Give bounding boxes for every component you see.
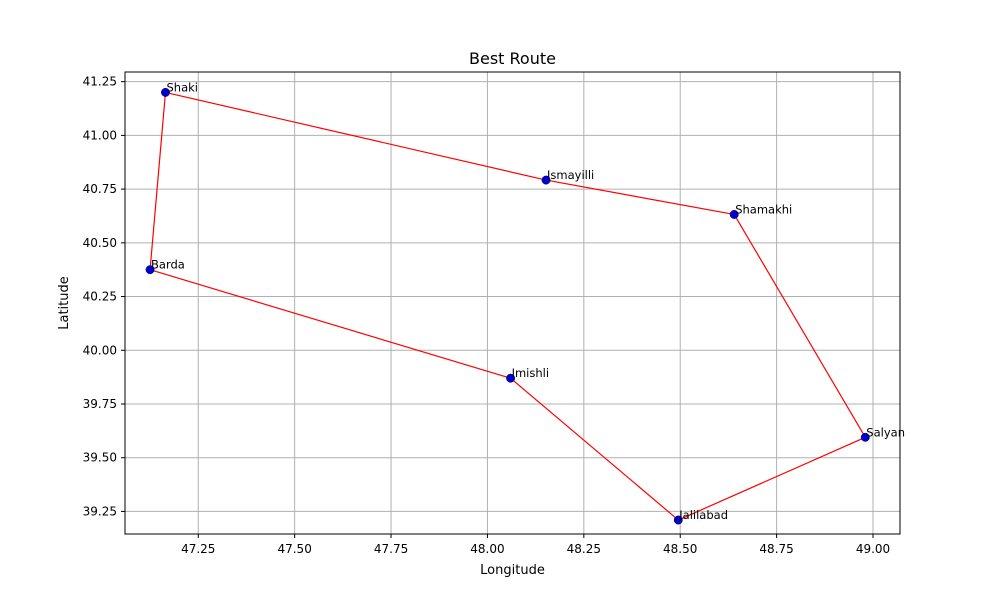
- y-tick-label: 41.25: [83, 75, 117, 89]
- x-axis-label: Longitude: [480, 563, 545, 578]
- route-segment: [510, 377, 679, 521]
- x-tick-label: 47.25: [181, 542, 215, 556]
- point-label: Jalilabad: [678, 508, 728, 522]
- y-tick-label: 39.75: [83, 397, 117, 411]
- x-tick-label: 47.50: [277, 542, 311, 556]
- y-tick-label: 40.50: [83, 236, 117, 250]
- x-tick-label: 49.00: [856, 542, 890, 556]
- y-tick-label: 40.75: [83, 182, 117, 196]
- x-tick-label: 48.50: [663, 542, 697, 556]
- route-point: [506, 373, 516, 383]
- route-point: [145, 265, 155, 275]
- route-segment: [165, 91, 547, 181]
- point-label: Shaki: [166, 80, 198, 94]
- point-labels: Shaki Ismayilli Shamakhi Salyan Jalilabad Imi…: [151, 80, 905, 522]
- route-points: [145, 87, 870, 525]
- route-segment: [149, 269, 511, 379]
- point-label: Shamakhi: [735, 202, 792, 216]
- route-segment: [678, 436, 866, 521]
- grid: [125, 72, 900, 534]
- route-segment: [545, 179, 735, 216]
- point-label: Barda: [151, 258, 185, 272]
- route-point: [729, 210, 739, 219]
- route-segment: [149, 92, 167, 270]
- point-label: Salyan: [866, 425, 905, 439]
- y-ticks: 39.25 39.50 39.75 40.00 40.25 40.50 40.75 41.00…: [83, 75, 125, 518]
- x-tick-label: 48.25: [567, 542, 601, 556]
- x-tick-label: 48.00: [470, 542, 504, 556]
- x-ticks: 47.25 47.50 47.75 48.00 48.25 48.50 48.75 49.00: [181, 534, 890, 556]
- y-tick-label: 40.00: [83, 343, 117, 357]
- route-point: [161, 87, 170, 97]
- point-label: Imishli: [512, 366, 549, 380]
- y-tick-label: 40.25: [83, 290, 117, 304]
- point-label: Ismayilli: [547, 168, 594, 182]
- route-point: [860, 432, 870, 442]
- x-tick-label: 48.75: [759, 542, 793, 556]
- chart-title: Best Route: [469, 49, 556, 68]
- y-tick-label: 41.00: [83, 128, 117, 142]
- plot-frame: [124, 71, 901, 535]
- route-segment: [733, 214, 866, 438]
- y-tick-label: 39.25: [83, 504, 117, 518]
- route-point: [673, 515, 683, 525]
- route-lines: [149, 91, 866, 521]
- x-tick-label: 47.75: [374, 542, 408, 556]
- y-axis-label: Latitude: [57, 276, 72, 330]
- y-tick-label: 39.50: [83, 451, 117, 465]
- route-point: [541, 175, 551, 185]
